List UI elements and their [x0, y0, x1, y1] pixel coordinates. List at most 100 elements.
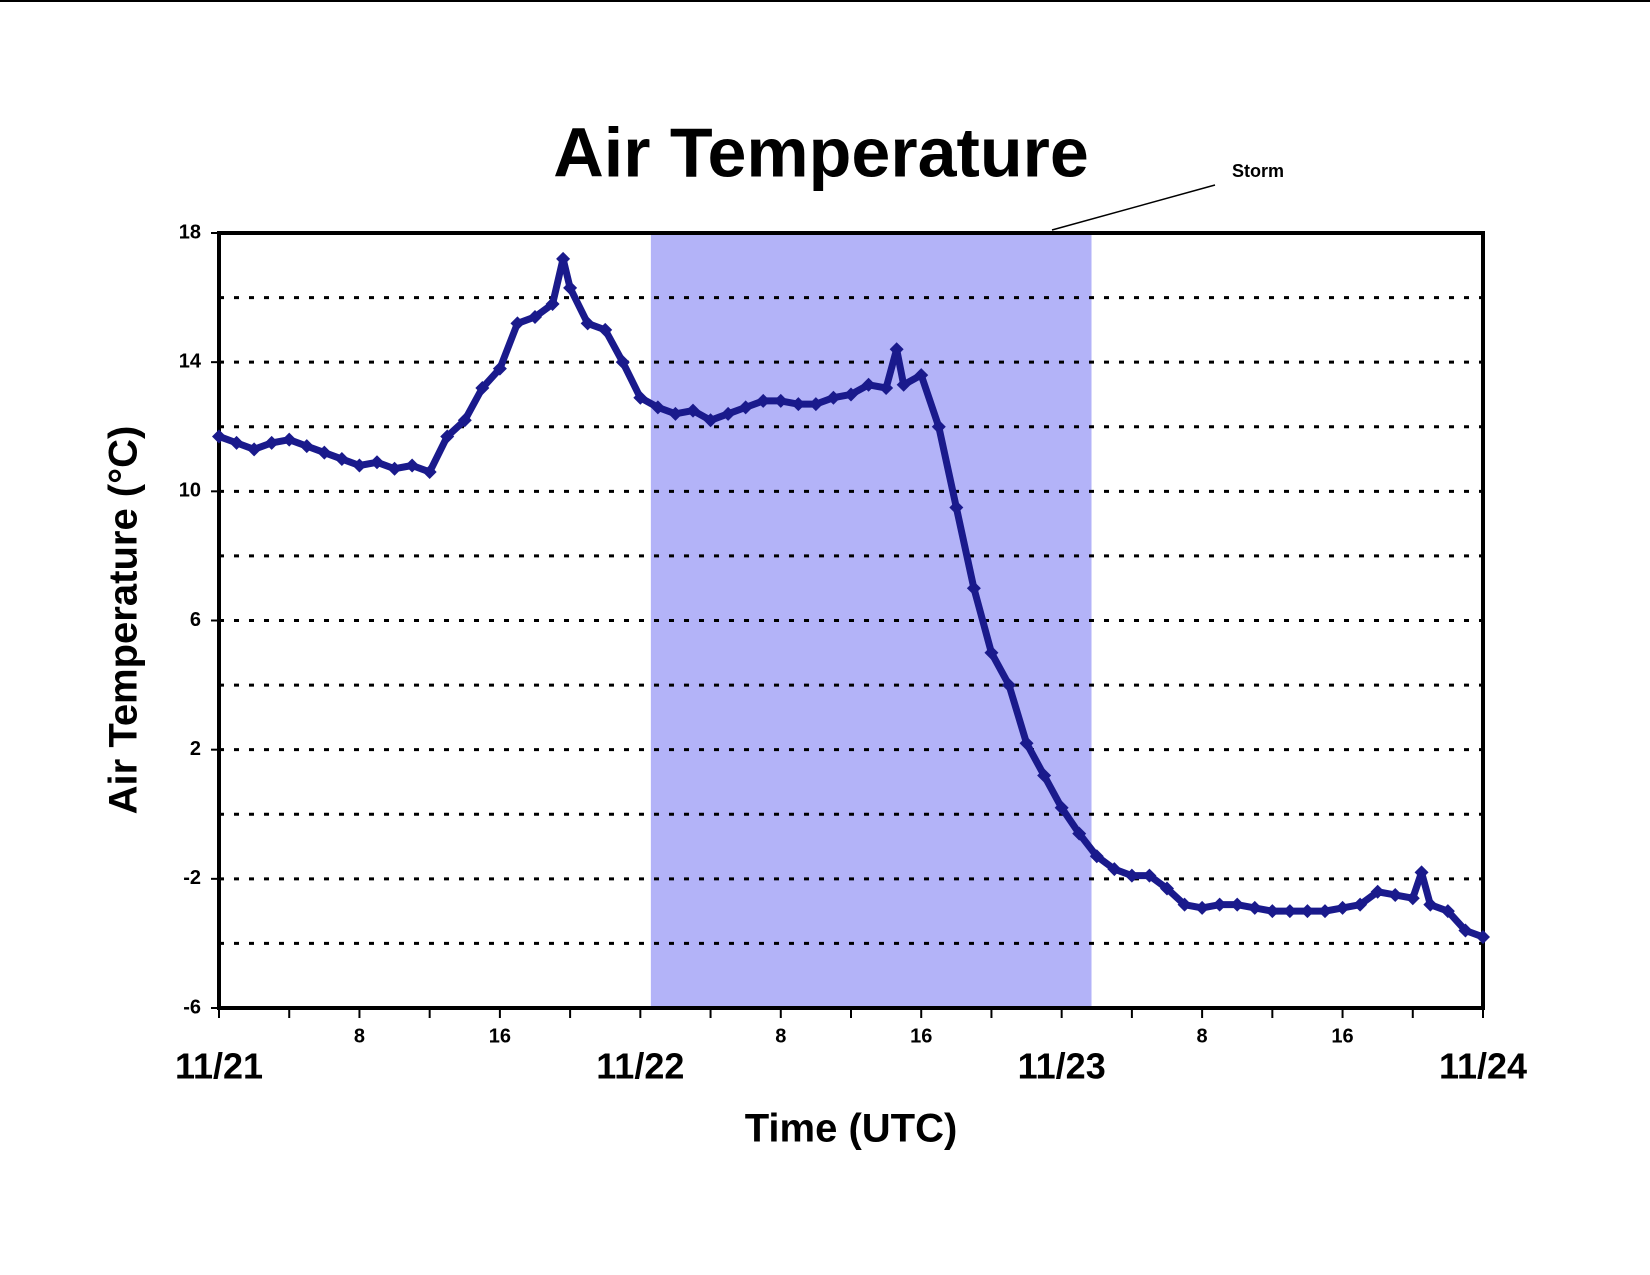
annotation-leader — [1051, 184, 1216, 231]
data-point — [1089, 849, 1104, 864]
data-point — [931, 419, 946, 434]
data-point — [966, 581, 981, 596]
x-tick-label: 8 — [354, 1025, 365, 1047]
x-tick-label: 16 — [1331, 1025, 1353, 1047]
x-date-label: 11/22 — [596, 1046, 684, 1087]
data-point — [1300, 904, 1315, 919]
data-point — [1142, 868, 1157, 883]
data-point — [633, 390, 648, 405]
data-point — [1124, 868, 1139, 883]
data-point — [896, 377, 911, 392]
data-point — [914, 368, 929, 383]
data-point — [1440, 904, 1455, 919]
data-point — [1414, 865, 1429, 880]
data-point — [475, 381, 490, 395]
data-point — [1405, 891, 1420, 906]
data-point — [457, 413, 472, 428]
y-tick-label: 10 — [179, 480, 201, 502]
data-point — [528, 309, 542, 324]
plot-frame — [217, 231, 1485, 1010]
data-point — [556, 251, 571, 266]
data-point — [773, 393, 788, 408]
data-point — [264, 435, 279, 450]
x-date-label: 11/24 — [1439, 1046, 1527, 1087]
data-point — [1107, 862, 1122, 877]
data-point — [738, 400, 753, 415]
data-point — [756, 393, 771, 408]
data-point — [212, 429, 226, 444]
data-point — [1002, 678, 1016, 693]
data-point — [334, 452, 349, 467]
data-point — [440, 429, 455, 444]
data-point — [1160, 881, 1174, 896]
data-point — [422, 464, 437, 479]
data-point — [1423, 897, 1438, 912]
data-point — [650, 400, 665, 415]
data-point — [808, 397, 823, 412]
y-axis-label: Air Temperature (°C) — [102, 426, 146, 815]
data-point — [247, 442, 262, 457]
data-point — [598, 322, 613, 337]
data-point — [1282, 904, 1297, 919]
data-point — [370, 455, 384, 470]
data-point — [1335, 900, 1350, 915]
data-point — [686, 403, 700, 418]
data-point — [1195, 900, 1210, 915]
data-point — [1318, 904, 1332, 919]
data-point — [282, 432, 297, 447]
y-tick-label: 2 — [190, 738, 201, 760]
data-point — [317, 445, 332, 460]
x-axis-label: Time (UTC) — [745, 1107, 958, 1151]
data-point — [352, 458, 367, 473]
x-tick-label: 16 — [910, 1025, 932, 1047]
data-point — [984, 645, 999, 660]
data-point — [1388, 887, 1403, 902]
y-tick-label: -6 — [183, 996, 201, 1018]
data-point — [1054, 800, 1069, 815]
data-point — [580, 316, 595, 331]
data-point — [1072, 826, 1087, 841]
data-point — [387, 461, 402, 476]
data-point — [879, 381, 894, 395]
data-point — [791, 397, 806, 412]
data-point — [1265, 904, 1280, 919]
x-tick-label: 16 — [489, 1025, 511, 1047]
data-point — [949, 500, 964, 515]
data-point — [492, 361, 507, 376]
chart-title: Air Temperature — [553, 113, 1089, 191]
data-point — [563, 280, 578, 295]
x-date-label: 11/21 — [175, 1046, 263, 1087]
x-tick-label: 8 — [1197, 1025, 1208, 1047]
data-point — [299, 439, 314, 454]
data-point — [1247, 900, 1262, 915]
data-point — [1037, 768, 1052, 783]
data-point — [545, 297, 560, 312]
data-point — [405, 458, 420, 473]
data-point — [703, 413, 718, 428]
data-point — [861, 377, 876, 392]
data-point — [1212, 897, 1227, 912]
annotation: Storm — [1232, 161, 1284, 181]
data-point — [1177, 897, 1192, 912]
data-point — [1458, 923, 1473, 938]
data-point — [510, 316, 525, 331]
data-point — [668, 406, 683, 421]
data-point — [229, 435, 244, 450]
data-point — [615, 355, 630, 370]
data-point — [826, 390, 841, 405]
data-point — [844, 387, 858, 402]
data-point — [1476, 929, 1490, 944]
data-point — [1370, 884, 1385, 899]
y-tick-label: -2 — [183, 867, 201, 889]
x-tick-label: 8 — [775, 1025, 786, 1047]
data-point — [1353, 897, 1368, 912]
y-tick-label: 18 — [179, 221, 201, 243]
y-tick-label: 6 — [190, 609, 201, 631]
data-point — [889, 342, 904, 357]
data-point — [1230, 897, 1245, 912]
temperature-line — [217, 255, 1485, 941]
data-point — [721, 406, 736, 421]
x-date-label: 11/23 — [1018, 1046, 1106, 1087]
data-point — [1019, 736, 1034, 751]
